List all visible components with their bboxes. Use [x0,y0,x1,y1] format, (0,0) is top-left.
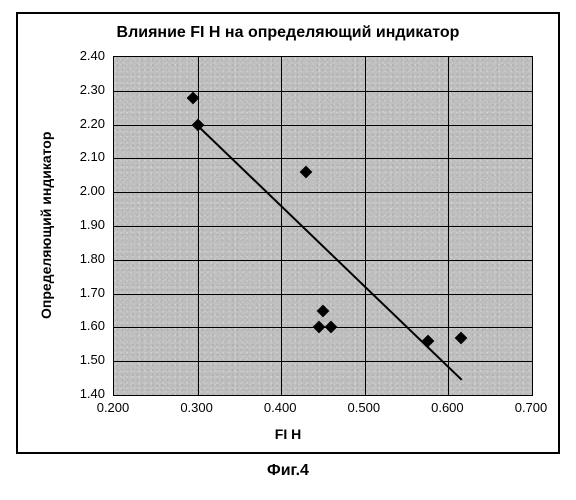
y-axis-title: Определяющий индикатор [38,131,54,318]
x-axis-title: FI H [18,426,558,442]
y-tick-label: 2.10 [65,149,105,164]
grid-line-v [198,57,199,395]
x-tick-label: 0.600 [422,400,472,415]
y-axis-title-text: Определяющий индикатор [38,131,54,318]
grid-line-h [114,361,532,362]
x-tick-label: 0.700 [506,400,556,415]
y-tick-label: 1.70 [65,285,105,300]
grid-line-h [114,158,532,159]
chart-frame: Влияние FI H на определяющий индикатор О… [16,12,560,454]
x-tick-label: 0.200 [88,400,138,415]
y-tick-label: 2.00 [65,183,105,198]
y-tick-label: 2.20 [65,116,105,131]
y-tick-label: 1.90 [65,217,105,232]
y-tick-label: 1.80 [65,251,105,266]
plot-area [113,56,533,396]
x-tick-label: 0.400 [255,400,305,415]
chart-title: Влияние FI H на определяющий индикатор [18,24,558,42]
page: Влияние FI H на определяющий индикатор О… [0,0,576,500]
grid-line-h [114,226,532,227]
grid-line-h [114,125,532,126]
grid-line-h [114,91,532,92]
y-tick-label: 1.50 [65,352,105,367]
grid-line-h [114,192,532,193]
x-tick-label: 0.500 [339,400,389,415]
figure-caption: Фиг.4 [0,462,576,480]
y-tick-label: 1.60 [65,318,105,333]
y-tick-label: 1.40 [65,386,105,401]
grid-line-v [281,57,282,395]
grid-line-h [114,260,532,261]
y-tick-label: 2.40 [65,48,105,63]
grid-line-v [365,57,366,395]
y-tick-label: 2.30 [65,82,105,97]
grid-line-h [114,294,532,295]
x-tick-label: 0.300 [172,400,222,415]
grid-line-v [448,57,449,395]
